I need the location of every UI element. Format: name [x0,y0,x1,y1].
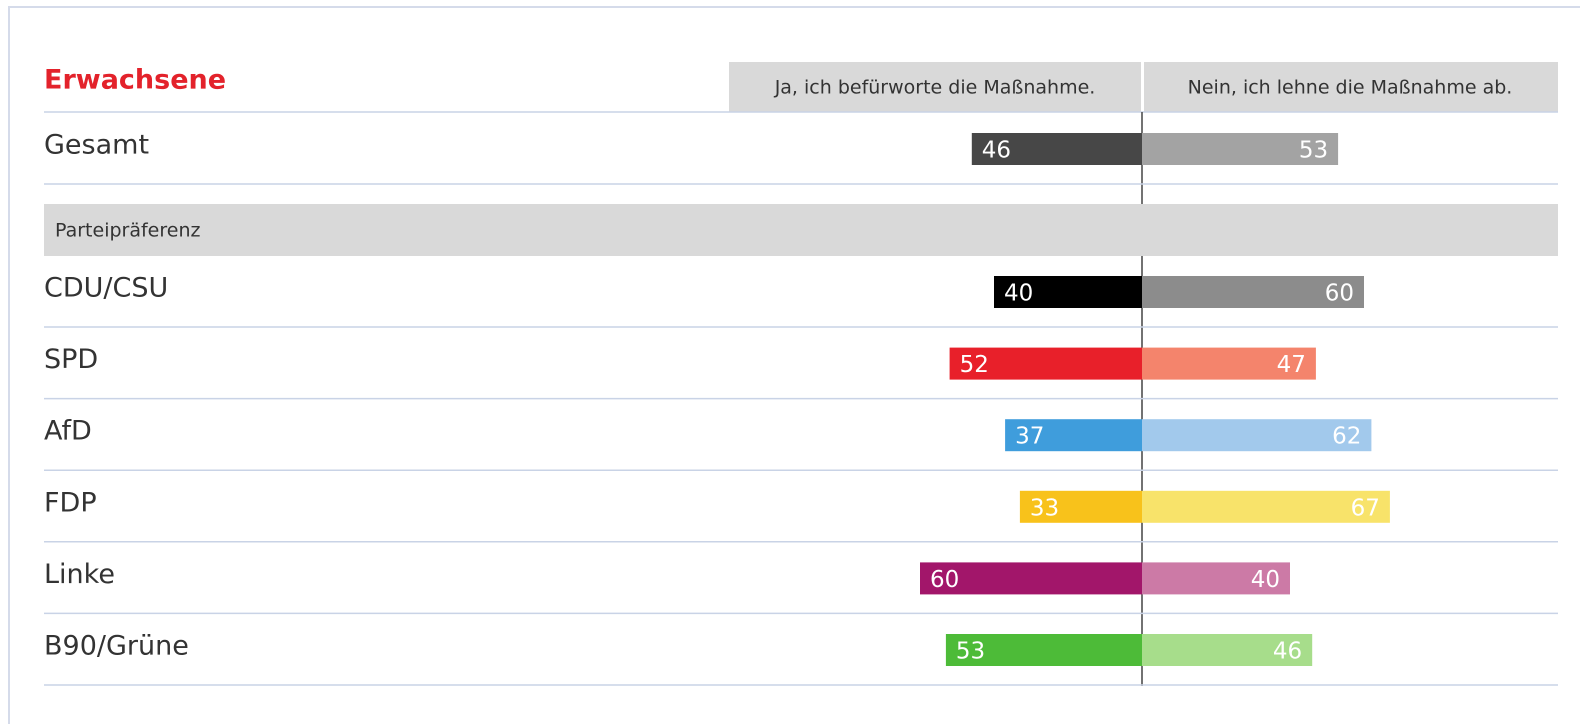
legend-entry: Ja, ich befürworte die Maßnahme. [774,77,1096,99]
bar [1142,133,1339,165]
bar [1142,634,1313,666]
group-band [44,204,1558,256]
value-label: 67 [1351,495,1380,521]
value-label: 47 [1277,352,1306,378]
value-label: 33 [1030,495,1059,521]
row-label: CDU/CSU [44,273,168,304]
bar [994,276,1142,308]
header-box [1144,62,1558,112]
value-label: 53 [1299,138,1328,164]
value-label: 40 [1004,281,1033,307]
value-label: 62 [1332,424,1361,450]
row-label: AfD [44,416,92,447]
row-label: FDP [44,487,97,518]
bar [1142,490,1390,523]
chart-title: Erwachsene [44,65,226,96]
bar [945,634,1142,666]
bar [1142,276,1364,308]
bar [1142,419,1372,452]
row-label: SPD [44,344,98,375]
header-box [729,62,1141,112]
value-label: 40 [1251,567,1280,593]
frame [8,6,1580,724]
row-label: Gesamt [44,130,149,161]
value-label: 60 [930,567,959,593]
legend-entry: Nein, ich lehne die Maßnahme ab. [1188,77,1513,99]
bar [1005,419,1142,452]
bar [920,562,1142,595]
value-label: 37 [1015,424,1044,450]
row-label: B90/Grüne [44,631,189,662]
value-label: 52 [960,352,989,378]
bar [1142,347,1316,380]
value-label: 60 [1325,281,1354,307]
bar [1142,562,1290,595]
value-label: 46 [1273,639,1302,665]
value-label: 46 [982,138,1011,164]
bar [971,133,1142,165]
row-label: Linke [44,559,115,590]
value-label: 53 [956,639,985,665]
bar [1019,490,1142,523]
bar [949,347,1142,380]
group-label: Parteipräferenz [55,220,200,242]
